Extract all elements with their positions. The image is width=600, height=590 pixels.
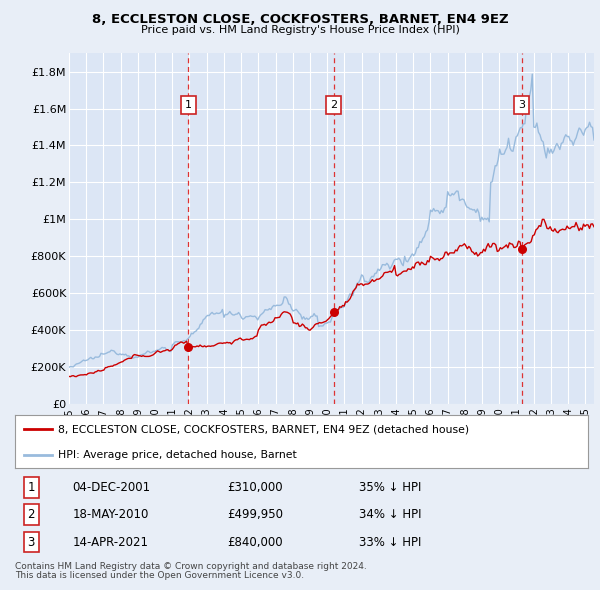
Point bbox=[329, 307, 338, 316]
Text: 04-DEC-2001: 04-DEC-2001 bbox=[73, 481, 151, 494]
Text: Contains HM Land Registry data © Crown copyright and database right 2024.: Contains HM Land Registry data © Crown c… bbox=[15, 562, 367, 571]
Text: 35% ↓ HPI: 35% ↓ HPI bbox=[359, 481, 421, 494]
Text: 33% ↓ HPI: 33% ↓ HPI bbox=[359, 536, 421, 549]
Text: 18-MAY-2010: 18-MAY-2010 bbox=[73, 508, 149, 522]
Text: 3: 3 bbox=[28, 536, 35, 549]
Text: Price paid vs. HM Land Registry's House Price Index (HPI): Price paid vs. HM Land Registry's House … bbox=[140, 25, 460, 35]
Point bbox=[517, 244, 526, 254]
Text: 8, ECCLESTON CLOSE, COCKFOSTERS, BARNET, EN4 9EZ: 8, ECCLESTON CLOSE, COCKFOSTERS, BARNET,… bbox=[92, 13, 508, 26]
Text: This data is licensed under the Open Government Licence v3.0.: This data is licensed under the Open Gov… bbox=[15, 571, 304, 580]
Text: £310,000: £310,000 bbox=[227, 481, 283, 494]
Text: £499,950: £499,950 bbox=[227, 508, 283, 522]
Text: 2: 2 bbox=[27, 508, 35, 522]
Text: 1: 1 bbox=[27, 481, 35, 494]
Text: HPI: Average price, detached house, Barnet: HPI: Average price, detached house, Barn… bbox=[58, 450, 297, 460]
Text: 8, ECCLESTON CLOSE, COCKFOSTERS, BARNET, EN4 9EZ (detached house): 8, ECCLESTON CLOSE, COCKFOSTERS, BARNET,… bbox=[58, 424, 469, 434]
Text: 3: 3 bbox=[518, 100, 525, 110]
Text: 2: 2 bbox=[330, 100, 337, 110]
Point bbox=[184, 342, 193, 352]
Text: 1: 1 bbox=[185, 100, 191, 110]
Text: 34% ↓ HPI: 34% ↓ HPI bbox=[359, 508, 421, 522]
Text: 14-APR-2021: 14-APR-2021 bbox=[73, 536, 148, 549]
Text: £840,000: £840,000 bbox=[227, 536, 283, 549]
